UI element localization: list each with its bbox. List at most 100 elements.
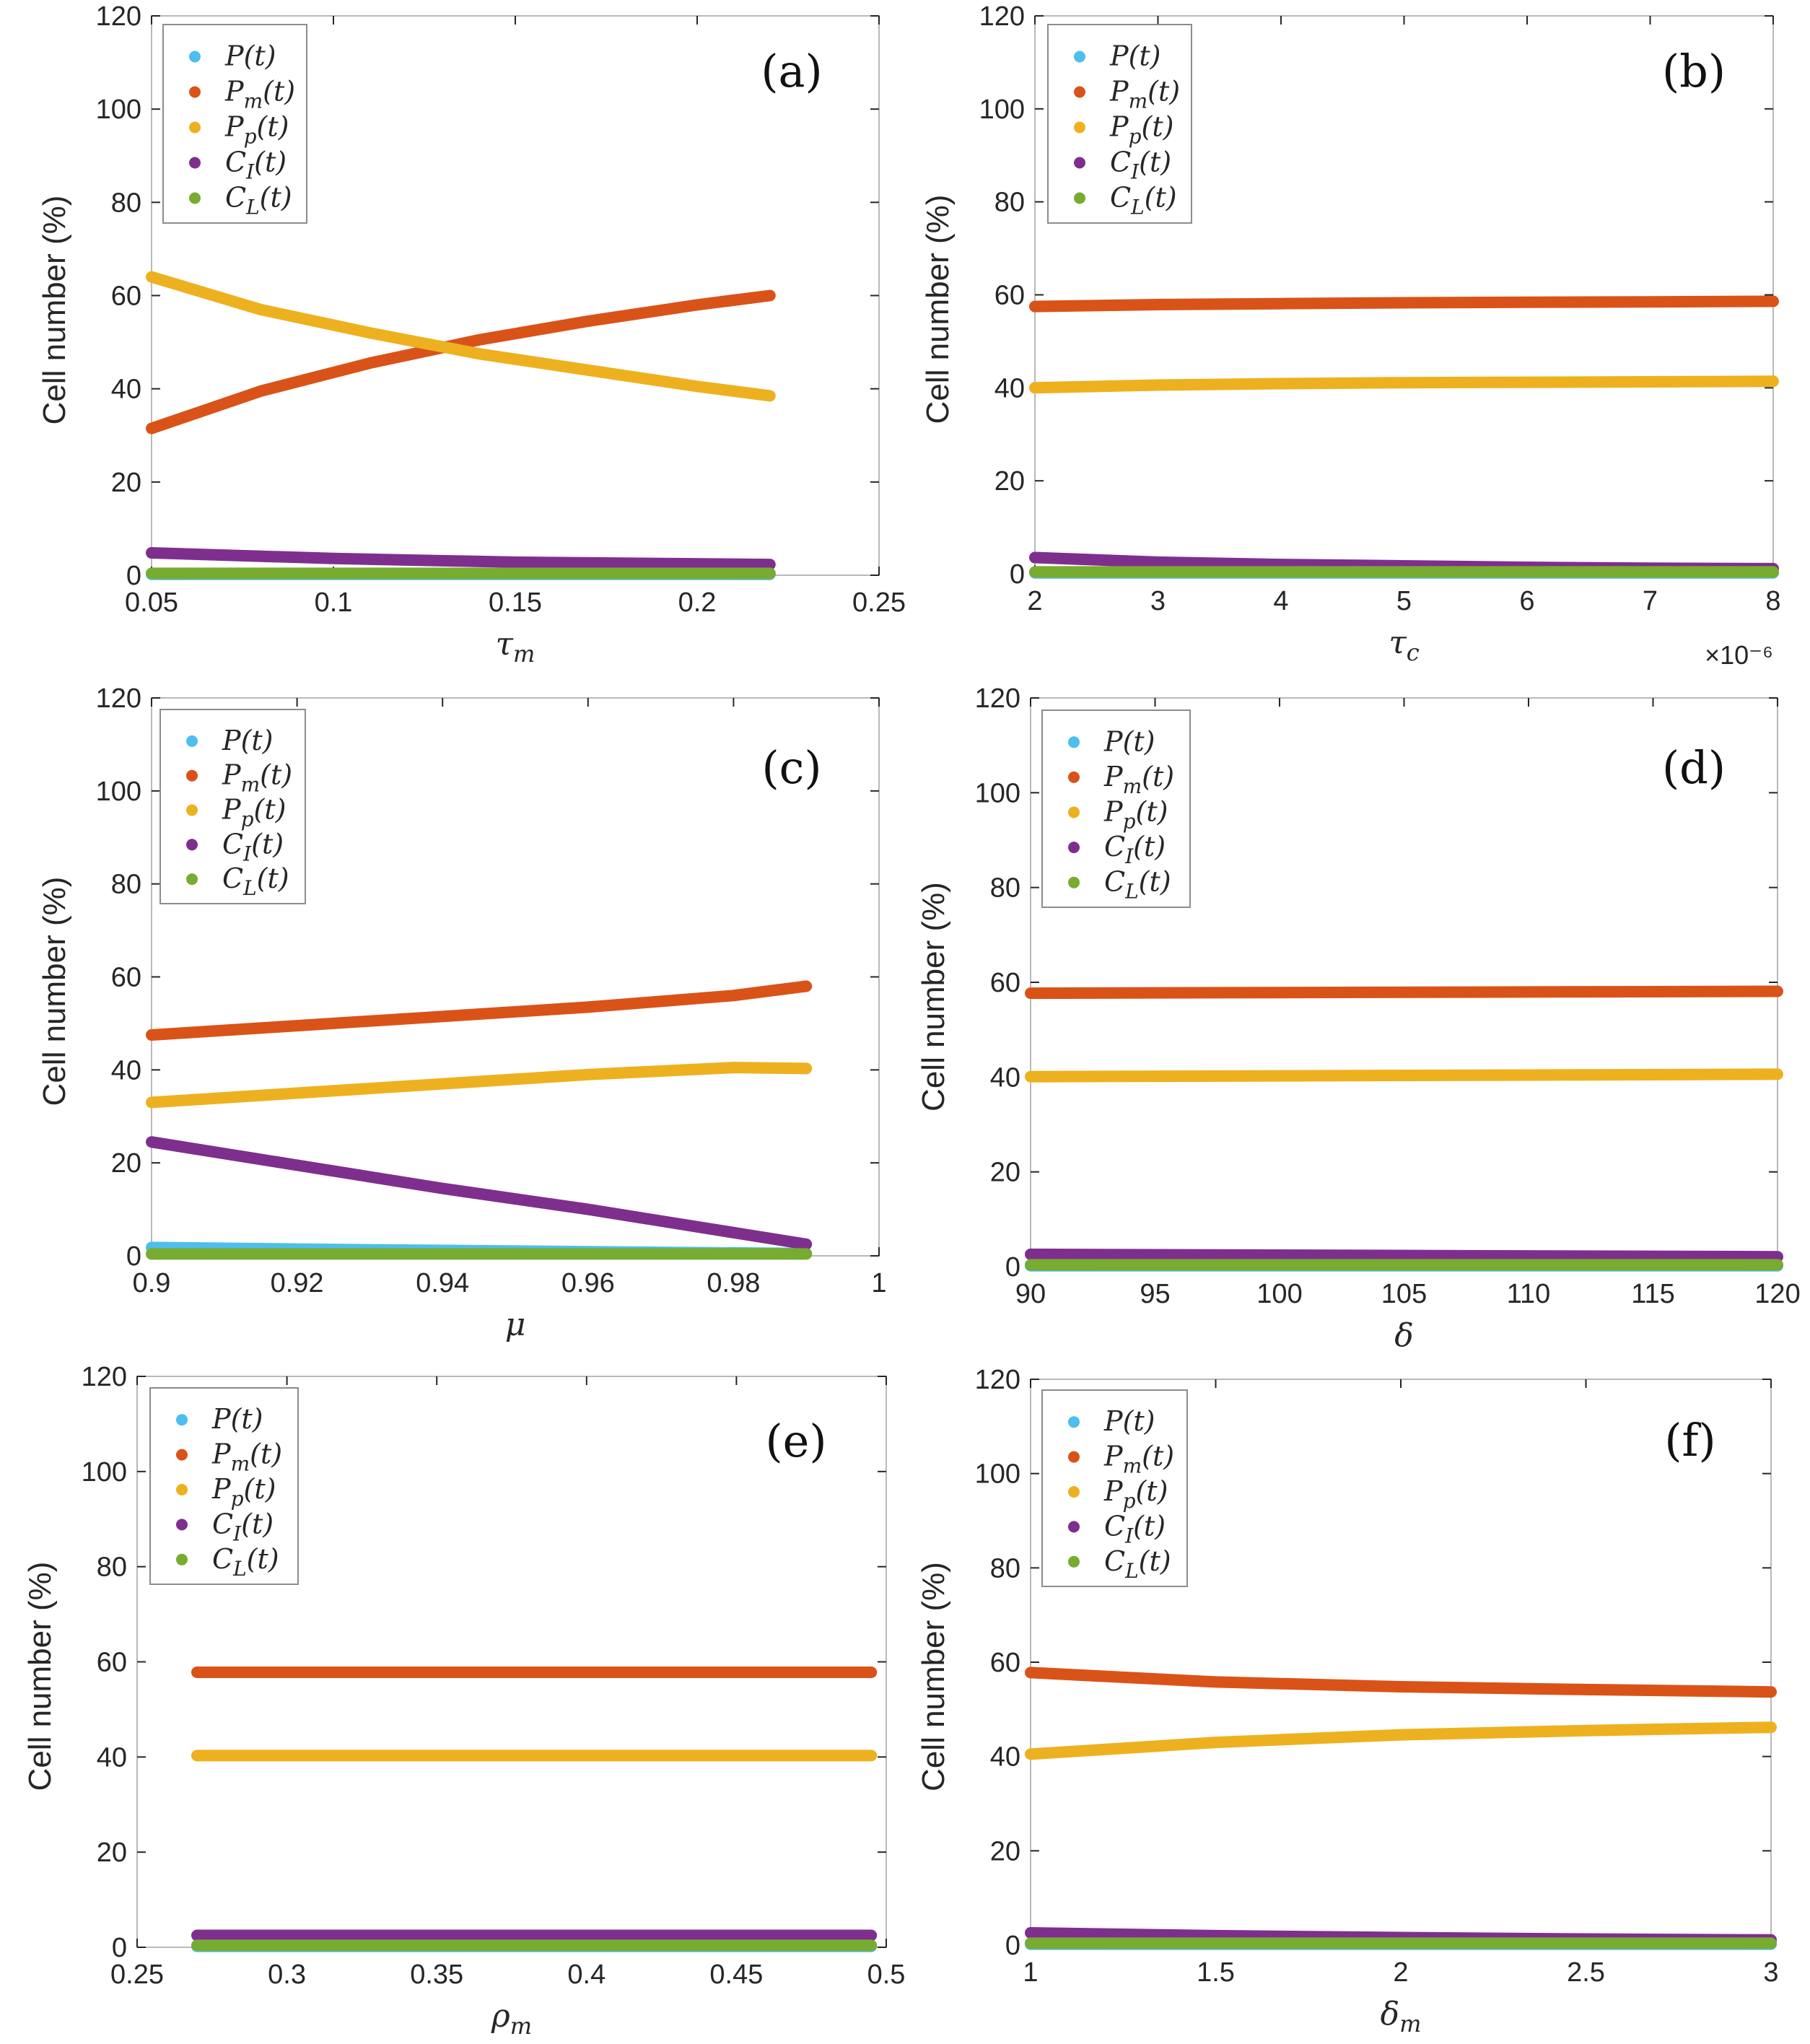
legend-label-p: P(t) xyxy=(222,725,274,756)
y-tick-label: 20 xyxy=(990,1158,1020,1188)
panel-tag: (e) xyxy=(765,1415,826,1467)
y-tick-label: 60 xyxy=(111,281,141,312)
y-tick-label: 20 xyxy=(97,1838,127,1868)
x-tick-label: 2.5 xyxy=(1567,1957,1605,1988)
panel-tag: (a) xyxy=(761,45,822,97)
y-tick-label: 120 xyxy=(975,1365,1020,1395)
legend-marker-pm xyxy=(189,86,201,98)
y-tick-label: 120 xyxy=(979,1,1025,32)
panel-b: 0 20 40 60 80 100 120 2 3 4 5 6 7 8 ×10⁻⁶ Cell number (… xyxy=(920,1,1781,670)
x-tick-label: 0.45 xyxy=(709,1960,763,1990)
x-tick-label: 5 xyxy=(1396,586,1412,616)
y-axis-label: Cell number (%) xyxy=(37,877,72,1106)
legend-marker-pp xyxy=(1074,121,1085,134)
legend: P(t)Pm(t)Pp(t)CI(t)CL(t) xyxy=(162,24,307,224)
legend-label-p: P(t) xyxy=(1103,725,1155,757)
x-tick-label: 120 xyxy=(1754,1279,1800,1309)
legend-box xyxy=(159,709,306,904)
legend-marker-p xyxy=(1068,1416,1080,1428)
legend-label-cl: CL(t) xyxy=(1104,866,1171,904)
y-tick-label: 120 xyxy=(96,1,141,32)
y-tick-label: 80 xyxy=(111,870,141,900)
legend-marker-ci xyxy=(1068,842,1080,854)
y-tick-label: 40 xyxy=(111,1055,141,1086)
x-tick-label: 4 xyxy=(1273,586,1288,616)
panel-tag: (d) xyxy=(1662,741,1726,794)
x-tick-label: 0.2 xyxy=(678,588,717,618)
x-axis-label: τc xyxy=(1389,624,1419,666)
x-tick-label: 0.92 xyxy=(271,1268,324,1298)
y-tick-label: 60 xyxy=(97,1648,127,1678)
x-tick-label: 6 xyxy=(1519,586,1534,616)
y-tick-label: 100 xyxy=(979,95,1025,125)
x-axis-exponent: ×10⁻⁶ xyxy=(1705,640,1773,670)
x-tick-label: 105 xyxy=(1381,1279,1427,1309)
legend-marker-ci xyxy=(186,839,198,851)
y-tick-label: 20 xyxy=(990,1836,1020,1866)
y-axis-label: Cell number (%) xyxy=(22,1562,58,1791)
legend: P(t)Pm(t)Pp(t)CI(t)CL(t) xyxy=(149,1387,299,1585)
x-tick-label: 2 xyxy=(1027,586,1042,616)
y-tick-label: 60 xyxy=(994,281,1025,311)
legend-marker-pp xyxy=(186,804,198,816)
y-axis-label: Cell number (%) xyxy=(916,1562,951,1791)
legend-marker-pp xyxy=(176,1484,188,1495)
y-tick-label: 120 xyxy=(975,683,1020,714)
legend-marker-pp xyxy=(1068,806,1080,818)
y-tick-label: 40 xyxy=(111,375,141,405)
x-tick-label: 0.96 xyxy=(561,1268,615,1298)
x-tick-label: 1.5 xyxy=(1197,1957,1235,1988)
x-tick-label: 3 xyxy=(1150,586,1166,616)
legend-label-pp: Pp(t) xyxy=(1103,796,1168,834)
legend-label-p: P(t) xyxy=(224,40,276,72)
y-tick-label: 0 xyxy=(112,1933,127,1963)
y-tick-label: 100 xyxy=(975,778,1020,808)
y-tick-label: 20 xyxy=(111,468,141,498)
x-axis-label: δ xyxy=(1394,1317,1414,1354)
x-tick-label: 115 xyxy=(1631,1279,1675,1309)
legend-box xyxy=(1041,709,1191,908)
x-tick-label: 8 xyxy=(1765,586,1780,616)
legend-label-pp: Pp(t) xyxy=(1103,1475,1168,1513)
y-tick-label: 100 xyxy=(96,95,141,125)
legend-label-ci: CI(t) xyxy=(222,828,284,865)
legend: P(t)Pm(t)Pp(t)CI(t)CL(t) xyxy=(1041,709,1191,908)
legend-marker-pm xyxy=(1068,1451,1080,1463)
legend-box xyxy=(149,1387,299,1585)
legend-marker-p xyxy=(1068,736,1080,748)
x-tick-label: 3 xyxy=(1763,1957,1778,1988)
x-tick-label: 100 xyxy=(1256,1279,1302,1309)
legend-marker-p xyxy=(176,1414,188,1426)
x-axis-label: μ xyxy=(505,1306,526,1343)
y-tick-label: 0 xyxy=(1005,1252,1020,1283)
legend-label-pp: Pp(t) xyxy=(224,111,289,149)
y-tick-label: 20 xyxy=(994,466,1025,497)
legend-label-ci: CI(t) xyxy=(212,1508,274,1545)
y-tick-label: 60 xyxy=(111,963,141,993)
y-tick-label: 100 xyxy=(975,1459,1020,1490)
y-tick-label: 80 xyxy=(990,873,1020,904)
x-tick-label: 0.9 xyxy=(133,1268,171,1298)
x-tick-label: 0.5 xyxy=(867,1960,906,1990)
x-tick-label: 7 xyxy=(1643,586,1658,616)
legend-marker-ci xyxy=(1074,157,1085,169)
x-tick-label: 0.15 xyxy=(489,588,542,618)
x-tick-label: 0.1 xyxy=(315,588,353,618)
x-tick-label: 95 xyxy=(1140,1279,1170,1309)
legend-label-cl: CL(t) xyxy=(1104,1545,1171,1583)
legend-label-ci: CI(t) xyxy=(1104,1510,1166,1547)
x-axis-label: δm xyxy=(1381,1996,1422,2038)
legend-label-cl: CL(t) xyxy=(212,1543,279,1581)
series-line-pm xyxy=(146,980,813,1041)
x-tick-label: 0.35 xyxy=(410,1960,463,1990)
legend: P(t)Pm(t)Pp(t)CI(t)CL(t) xyxy=(1041,1389,1188,1587)
y-axis-label: Cell number (%) xyxy=(920,195,956,424)
legend-marker-pm xyxy=(186,769,198,782)
y-tick-label: 120 xyxy=(96,683,141,714)
x-axis-label: ρm xyxy=(491,1998,532,2040)
x-tick-label: 0.05 xyxy=(125,588,178,618)
series-line-ci xyxy=(146,1136,813,1250)
y-tick-label: 80 xyxy=(111,188,141,218)
y-tick-label: 100 xyxy=(82,1457,127,1488)
